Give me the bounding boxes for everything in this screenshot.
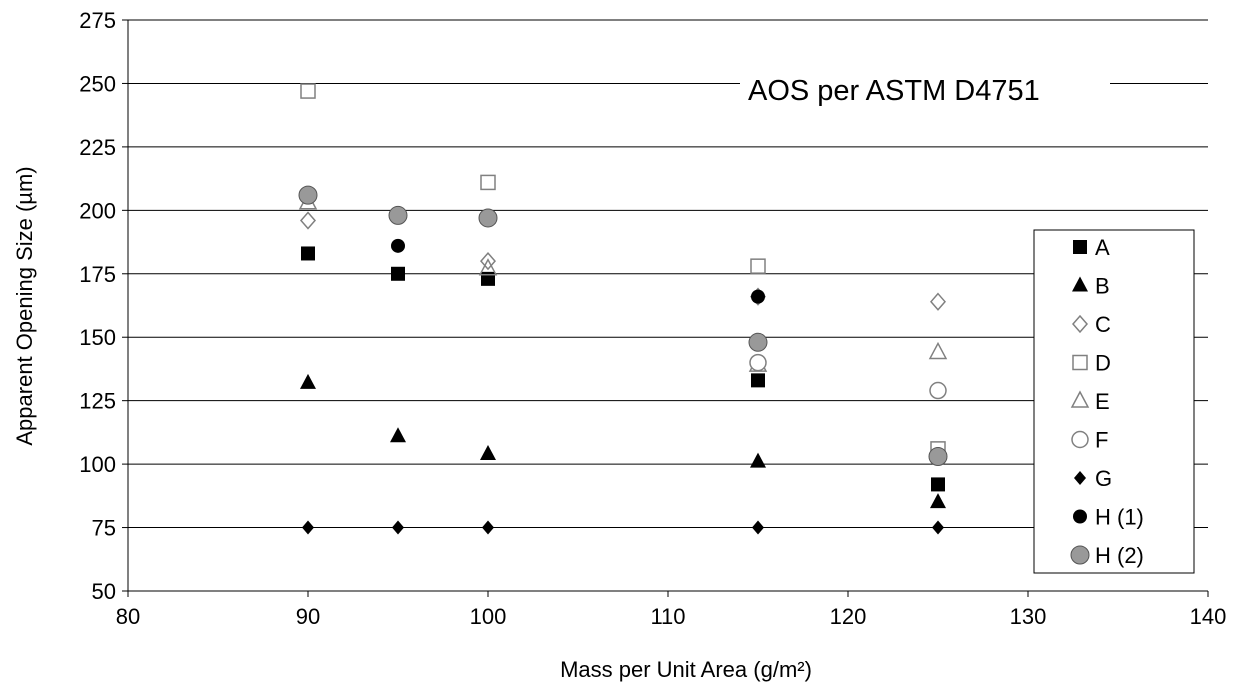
x-tick-label: 120 [830, 604, 867, 629]
legend-marker [1074, 471, 1086, 485]
data-point [300, 373, 316, 389]
data-point [932, 520, 944, 535]
x-tick-label: 140 [1190, 604, 1227, 629]
y-axis-title: Apparent Opening Size (µm) [12, 166, 37, 445]
data-point [302, 520, 314, 535]
y-tick-label: 225 [79, 135, 116, 160]
chart-annotation: AOS per ASTM D4751 [748, 75, 1040, 107]
legend-marker [1072, 314, 1088, 334]
legend-label: C [1095, 312, 1111, 337]
y-tick-label: 200 [79, 198, 116, 223]
x-tick-label: 90 [296, 604, 320, 629]
legend-label: F [1095, 428, 1108, 453]
legend-label: A [1095, 235, 1110, 260]
x-axis-title: Mass per Unit Area (g/m²) [560, 657, 812, 682]
data-point [929, 381, 947, 400]
legend-label: B [1095, 274, 1110, 299]
data-point [928, 446, 948, 466]
y-tick-label: 75 [92, 516, 116, 541]
series-h-1 [391, 238, 765, 304]
data-point [928, 341, 948, 360]
data-point [751, 289, 765, 304]
legend-label: G [1095, 466, 1112, 491]
data-point [300, 83, 316, 99]
legend-marker [1072, 276, 1088, 292]
y-tick-label: 250 [79, 71, 116, 96]
y-tick-label: 275 [79, 8, 116, 33]
data-point [482, 520, 494, 535]
data-points [298, 83, 948, 535]
data-point [750, 452, 766, 468]
data-point [392, 520, 404, 535]
x-tick-label: 110 [650, 604, 685, 629]
data-point [749, 353, 767, 372]
data-point [750, 258, 766, 274]
legend-marker [1070, 545, 1090, 565]
legend-label: E [1095, 389, 1110, 414]
y-tick-label: 150 [79, 325, 116, 350]
plot-area [128, 20, 1208, 591]
y-tick-labels: 50 75 100 125 150 175 200 225 250 275 [79, 8, 116, 604]
data-point [480, 174, 496, 191]
data-point [752, 520, 764, 535]
data-point [480, 444, 496, 460]
legend-marker [1073, 509, 1087, 524]
data-point [391, 266, 405, 281]
data-point [478, 258, 498, 276]
data-point [300, 211, 316, 230]
legend-label: H (1) [1095, 505, 1144, 530]
data-point [478, 208, 498, 228]
x-tick-label: 100 [470, 604, 507, 629]
legend-box [1033, 229, 1195, 574]
data-point [930, 292, 946, 311]
data-point [748, 332, 768, 352]
y-tick-label: 50 [92, 579, 116, 604]
legend-label: D [1095, 351, 1111, 376]
data-point [388, 205, 408, 225]
y-tick-label: 175 [79, 262, 116, 287]
x-tick-labels: 80 90 100 110 120 130 140 [116, 604, 1227, 629]
legend-marker [1071, 430, 1089, 449]
series-f [749, 353, 947, 400]
y-tick-label: 125 [79, 389, 116, 414]
data-point [390, 427, 406, 443]
x-tick-label: 80 [116, 604, 140, 629]
series-h-2 [298, 185, 948, 466]
annotation-background [740, 66, 1110, 106]
data-point [391, 238, 405, 253]
data-point [298, 185, 318, 205]
data-point [301, 246, 315, 261]
y-tick-label: 100 [79, 452, 116, 477]
legend-marker [1072, 354, 1088, 371]
series-g [302, 520, 944, 535]
data-point [751, 373, 765, 388]
legend-marker [1070, 390, 1090, 408]
data-point [931, 477, 945, 492]
series-b [300, 373, 946, 509]
legend-marker [1073, 240, 1087, 254]
axes [122, 19, 1209, 597]
legend-label: H (2) [1095, 543, 1144, 568]
x-tick-label: 130 [1010, 604, 1047, 629]
data-point [930, 493, 946, 509]
